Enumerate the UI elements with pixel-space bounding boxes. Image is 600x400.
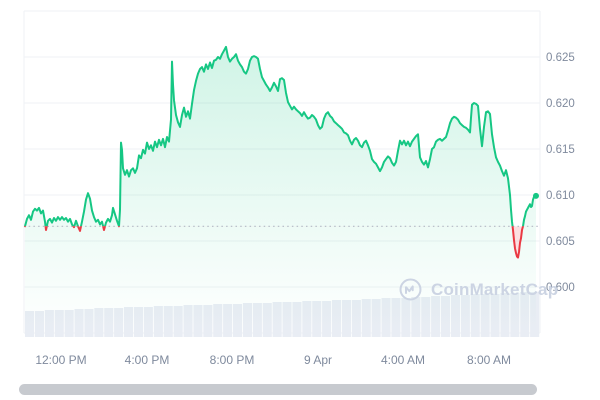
y-axis-label: 0.600 bbox=[546, 282, 575, 294]
last-price-dot bbox=[533, 192, 539, 199]
y-axis-label: 0.615 bbox=[546, 144, 575, 156]
x-axis-label: 12:00 PM bbox=[35, 353, 86, 367]
x-axis-label: 4:00 AM bbox=[381, 353, 425, 367]
y-axis-label: 0.605 bbox=[546, 236, 575, 248]
x-axis-label: 4:00 PM bbox=[125, 353, 170, 367]
x-axis-label: 8:00 PM bbox=[210, 353, 255, 367]
x-axis-label: 9 Apr bbox=[304, 353, 332, 367]
y-axis-label: 0.610 bbox=[546, 190, 575, 202]
x-axis-label: 8:00 AM bbox=[467, 353, 511, 367]
y-axis-label: 0.620 bbox=[546, 98, 575, 110]
y-axis-label: 0.625 bbox=[546, 52, 575, 64]
chart-horizontal-scrollbar[interactable] bbox=[19, 384, 537, 395]
price-area-fill bbox=[25, 46, 536, 334]
price-line-above-open bbox=[24, 45, 537, 227]
